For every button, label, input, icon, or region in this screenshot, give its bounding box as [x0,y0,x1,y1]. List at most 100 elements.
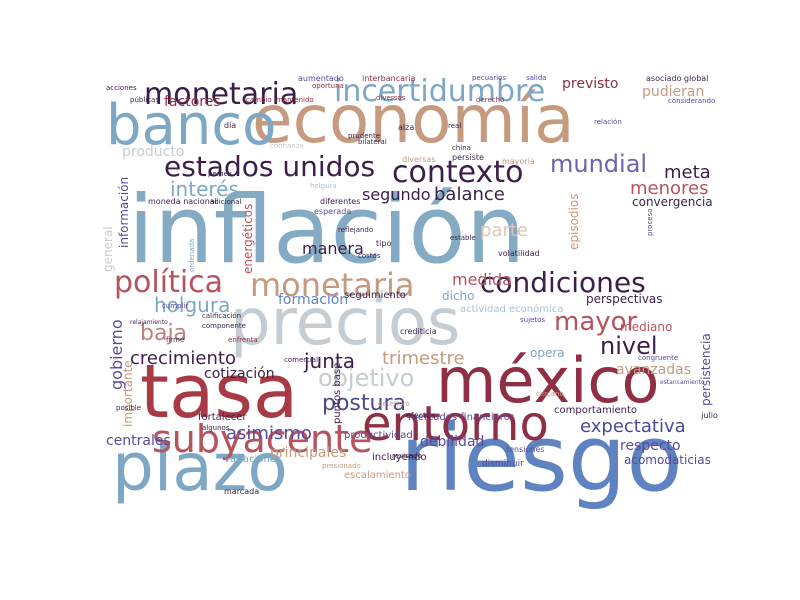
word-entorno: entorno [362,396,549,452]
word-centrales: centrales [106,433,171,449]
word-mayor: mayor [554,307,638,337]
cloud-background [100,72,720,528]
word-episodios: episodios [567,194,581,250]
word-esperada: esperada [314,207,351,216]
word-algunos: algunos [202,424,230,432]
word-cotizacion: cotización [204,366,275,382]
word-reflejando: reflejando [338,226,373,234]
word-prudente: prudente [348,132,380,140]
word-tasa: tasa [140,349,298,435]
word-mexico: méxico [436,344,659,417]
word-segundo: segundo [362,185,431,204]
word-formacion: formación [278,292,348,308]
word-cloud: inflación riesgo economía tasa méxico precios… [100,72,720,528]
words-layer: inflación riesgo economía tasa méxicoprecios… [101,74,718,512]
word-china: china [452,144,471,152]
word-ordenada: ordenada [188,239,196,272]
word-escalamiento: escalamiento [344,470,411,481]
word-informacion: información [117,177,131,248]
word-condiciones: condiciones [480,266,646,299]
word-holgura: holgura [154,293,230,317]
word-banco: banco [106,93,276,158]
word-menores: menores [630,178,709,199]
word-oportuna: oportuna [312,82,344,90]
word-pemex: pemex [208,170,232,178]
word-volatilidad: volatilidad [498,249,540,258]
word-revisado: revisado [392,452,422,460]
word-nivel: nivel [600,332,658,360]
word-diversas: diversas [402,155,435,164]
word-balance: balance [434,184,505,205]
word-persistencia: persistencia [699,333,713,406]
word-pecuarios: pecuarios [472,74,506,82]
word-considerando: considerando [668,97,715,105]
word-principales: principales [270,445,346,461]
word-derecho: derecho [476,96,504,104]
word-puntos-base: puntos base [332,363,343,424]
word-diversos: diversos [376,94,406,102]
word-fortalecer: fortalecer [198,412,247,423]
word-postura: postura [322,391,406,416]
word-mayoria: mayoría [502,157,535,166]
word-sujetos: sujetos [520,316,545,324]
word-congruente: congruente [638,354,678,362]
word-convergencia: convergencia [632,195,713,209]
word-gobierno: gobierno [107,319,126,390]
word-salida: salida [526,74,547,82]
word-marcada: marcada [224,487,259,496]
word-asimismo: asimismo [226,423,312,444]
word-crecimiento: crecimiento [130,348,236,369]
word-estancamiento: estancamiento [660,379,705,386]
word-manera: manera [302,239,364,258]
word-monetaria: monetaria [250,266,415,304]
word-acomodaticias: acomodaticias [624,453,711,467]
word-interes: interés [170,177,239,201]
word-estados-unidos: estados unidos [164,150,375,183]
word-cercano: cercano [536,390,564,398]
word-bilateral: bilateral [358,138,387,146]
word-estable: estable [450,234,476,242]
word-mercados-financieros: mercados financieros [408,412,515,423]
word-confianza: confianza [270,142,304,150]
word-componente: componente [202,322,246,330]
word-baja: baja [140,321,187,346]
word-incertidumbre: incertidumbre [334,74,545,109]
word-riesgo: riesgo [400,405,683,512]
word-calificacion: calificación [202,312,241,320]
word-julio: julio [700,411,718,420]
word-acciones: acciones [106,84,137,92]
word-incluyendo: incluyendo [372,452,427,463]
word-general: general [101,226,115,272]
word-mediano: mediano [620,320,672,334]
word-perspectivas: perspectivas [586,292,663,306]
word-importante: importante [121,360,135,427]
word-mundial: mundial [550,150,647,178]
word-monetaria: monetaria [144,77,298,112]
word-energeticos: energéticos [241,204,255,274]
word-variaciones: variaciones [224,454,281,465]
word-debilidad: debilidad [420,434,484,450]
word-trimestre: trimestre [382,348,465,369]
word-alza: alza [398,123,414,132]
word-actividad-economica: actividad económica [460,303,563,315]
word-persiste: persiste [452,153,484,162]
word-previsto: previsto [562,76,618,92]
word-costos: costos [358,252,381,260]
word-holgura: holgura [310,182,337,190]
word-pudieran: pudieran [642,84,704,100]
word-meta: meta [664,162,711,183]
word-objetivo: objetivo [318,364,414,392]
word-factores: factores [164,94,221,110]
word-efectos: efectos [406,411,435,420]
word-parte: parte [480,220,528,241]
word-seguimiento: seguimiento [344,290,406,301]
word-presionado: presionado [322,462,361,470]
word-inflacion: inflación [128,176,525,285]
word-tensiones: tensiones [506,445,545,454]
word-deterioro: deterioro [378,400,410,408]
word-dicho: dicho [442,289,475,303]
word-crediticia: crediticia [400,327,437,336]
word-politica: política [114,265,223,300]
word-opera: opera [530,346,565,360]
word-avanzadas: avanzadas [616,362,691,378]
